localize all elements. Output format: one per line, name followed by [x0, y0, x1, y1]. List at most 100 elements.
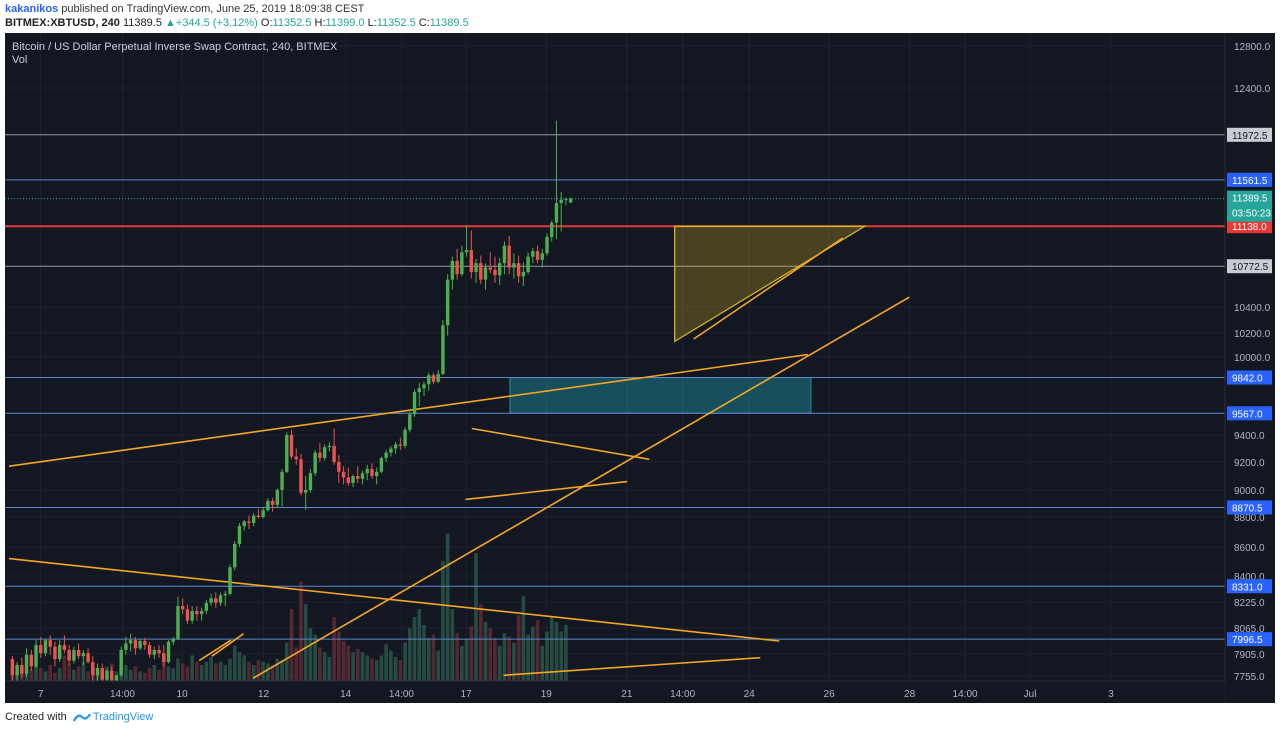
- bar-countdown-label: 03:50:23: [1232, 209, 1271, 220]
- candle-body: [493, 269, 497, 276]
- candle-body: [152, 649, 157, 655]
- chart-panel[interactable]: 12800.0 12400.0 10400.0 10200.0 10000.0 9400.…: [5, 33, 1275, 703]
- volume-bar: [176, 658, 180, 681]
- candle: [318, 443, 322, 462]
- candle: [143, 637, 147, 650]
- support-zone: [509, 377, 812, 414]
- candle: [67, 645, 71, 665]
- volume-bar: [289, 609, 294, 681]
- volume-bar: [469, 626, 474, 681]
- volume-bar: [393, 657, 398, 681]
- candle: [483, 263, 488, 290]
- volume-bar: [531, 626, 535, 681]
- trendline: [8, 557, 780, 642]
- candle: [502, 241, 507, 275]
- candle-body: [199, 610, 204, 615]
- volume-bar: [128, 669, 133, 681]
- volume-bar: [483, 621, 488, 681]
- candle: [403, 427, 407, 449]
- volume-bar: [516, 615, 521, 681]
- level-price-tag: [1227, 632, 1272, 647]
- candle-body: [10, 659, 15, 676]
- candle-body: [469, 250, 474, 272]
- time-tick-label: 19: [541, 689, 553, 700]
- candle: [138, 638, 142, 650]
- grid: [5, 33, 1225, 681]
- candle-body: [322, 447, 327, 458]
- candle-body: [289, 435, 294, 457]
- candle: [540, 248, 544, 268]
- candle: [152, 646, 157, 660]
- price-chart[interactable]: 12800.0 12400.0 10400.0 10200.0 10000.0 9400.…: [5, 33, 1275, 703]
- tradingview-link[interactable]: TradingView: [92, 711, 154, 723]
- candle: [341, 466, 346, 485]
- candle-body: [209, 598, 213, 603]
- level-price-tag: [1227, 127, 1272, 142]
- candle: [422, 381, 426, 396]
- candle: [180, 598, 185, 615]
- candle-body: [483, 267, 488, 280]
- high-label: H:: [314, 17, 326, 29]
- volume-bar: [251, 665, 256, 681]
- volume-bar: [455, 633, 459, 681]
- volume-bar: [502, 633, 507, 681]
- candle-body: [564, 199, 568, 201]
- candle: [199, 607, 204, 621]
- candle-body: [76, 649, 81, 657]
- candle: [488, 252, 492, 274]
- candle-body: [270, 500, 275, 505]
- symbol-label: BITMEX:XBTUSD, 240: [5, 17, 120, 29]
- candle-body: [327, 445, 332, 448]
- trendlines: [8, 237, 910, 679]
- candle-body: [242, 521, 246, 526]
- volume-bar: [403, 642, 407, 681]
- level-price-tag: [1227, 500, 1272, 515]
- volume-bar: [327, 657, 332, 681]
- volume-bar: [232, 645, 237, 681]
- volume-bar: [370, 658, 374, 681]
- candle: [162, 645, 166, 667]
- volume-bar: [138, 671, 142, 681]
- volume-bar: [76, 666, 81, 681]
- volume-bar: [299, 581, 303, 681]
- candle: [223, 590, 227, 607]
- candle-body: [559, 199, 563, 203]
- volume-bar: [275, 658, 280, 681]
- candle: [550, 220, 554, 242]
- candle: [464, 224, 469, 257]
- candle: [521, 262, 526, 287]
- level-price-tag: [1227, 219, 1272, 234]
- trendline: [211, 633, 245, 657]
- volume-bars: [10, 533, 568, 681]
- candle: [20, 657, 24, 679]
- candle-body: [351, 476, 355, 483]
- candle: [308, 469, 313, 493]
- volume-bar: [180, 663, 185, 681]
- candle: [322, 444, 327, 461]
- volume-bar: [195, 661, 199, 681]
- close-label: C:: [418, 17, 430, 29]
- price-tick-label: 12400.0: [1234, 84, 1271, 95]
- last-price-label: 11389.5: [1232, 194, 1268, 205]
- candle: [214, 592, 218, 608]
- candle: [128, 633, 133, 652]
- volume-bar: [549, 617, 554, 681]
- candle: [53, 641, 57, 667]
- candle-body: [261, 510, 265, 517]
- level-price-label: 10772.5: [1232, 262, 1269, 273]
- candle: [43, 638, 48, 657]
- candle-body: [91, 662, 95, 676]
- volume-bar: [559, 631, 563, 681]
- author-link[interactable]: kakanikos: [5, 3, 59, 15]
- volume-bar: [303, 604, 308, 681]
- candle-body: [356, 476, 360, 479]
- level-lines: [5, 134, 1225, 640]
- last-price-tag: [1227, 190, 1272, 222]
- volume-bar: [171, 668, 176, 681]
- candle: [346, 467, 350, 486]
- candle-body: [460, 252, 464, 275]
- candle-body: [147, 645, 152, 655]
- candle-body: [450, 261, 455, 280]
- candle-body: [43, 640, 48, 654]
- candle-body: [417, 388, 421, 393]
